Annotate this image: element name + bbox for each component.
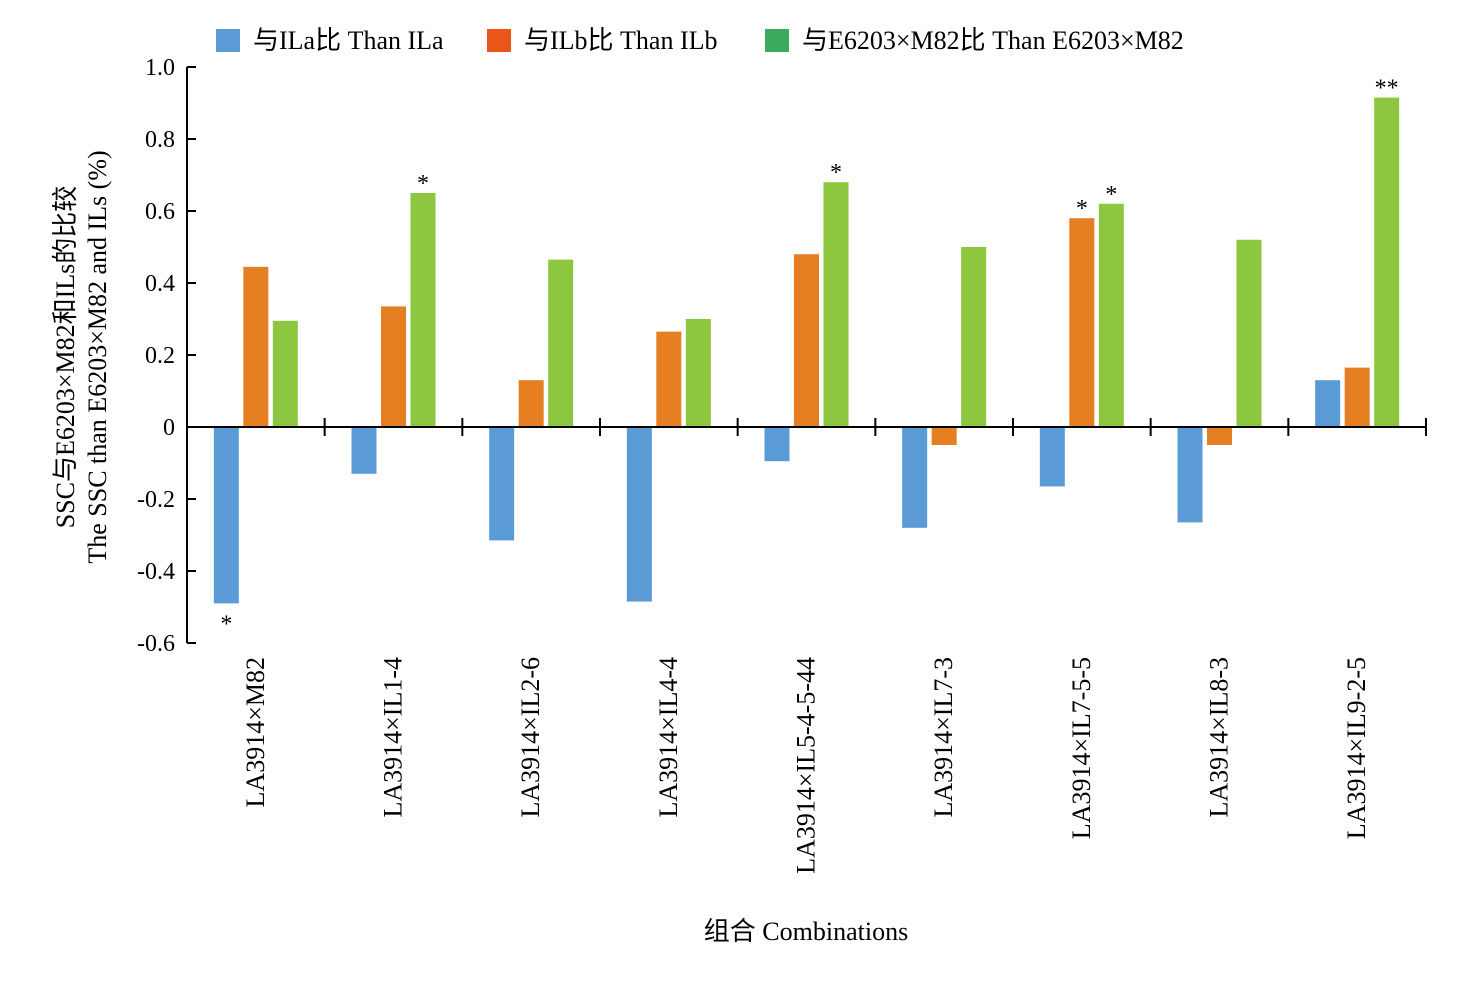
bar-series3 — [961, 247, 987, 427]
legend-label: 与ILb比 Than ILb — [524, 26, 718, 55]
y-axis-title-line1: SSC与E6203×M82和ILs的比较 — [51, 186, 80, 529]
category-label: LA3914×IL5-4-5-44 — [792, 657, 821, 874]
y-tick-label: -0.6 — [137, 631, 175, 657]
category-label: LA3914×IL4-4 — [654, 657, 683, 818]
bar-series2 — [794, 254, 819, 427]
bar-series2 — [243, 266, 269, 427]
x-axis-title: 组合 Combinations — [704, 917, 908, 946]
bar-series1 — [213, 427, 239, 604]
y-tick-label: 0.8 — [145, 127, 175, 153]
bar-series3 — [548, 259, 574, 427]
y-tick-label: 0.6 — [145, 199, 175, 225]
bar-series2 — [1069, 218, 1095, 427]
bar-series2 — [1344, 367, 1370, 427]
significance-marks: ** ***** — [220, 76, 1398, 638]
legend: 与ILa比 Than ILa 与ILb比 Than ILb 与E6203×M82比 … — [216, 26, 1184, 55]
bar-series3 — [272, 320, 298, 427]
bar-series1 — [626, 427, 652, 602]
category-label: LA3914×IL7-5-5 — [1067, 657, 1096, 839]
significance-label: * — [417, 171, 429, 197]
bar-series1 — [1039, 427, 1065, 487]
bar-series3 — [685, 319, 711, 427]
bar-series3 — [1098, 203, 1124, 427]
bar-series2 — [931, 427, 957, 445]
significance-label: * — [830, 160, 842, 186]
bar-series3 — [1374, 97, 1400, 427]
bar-series1 — [1315, 380, 1341, 427]
bar-series1 — [489, 427, 515, 541]
bar-series1 — [1177, 427, 1203, 523]
bar-series1 — [351, 427, 377, 474]
bars — [213, 97, 1400, 604]
legend-label: 与E6203×M82比 Than E6203×M82 — [802, 26, 1184, 55]
bar-series1 — [902, 427, 928, 528]
y-tick-label: 0.4 — [145, 271, 175, 297]
y-tick-label: 1.0 — [145, 55, 175, 81]
bar-series3 — [823, 182, 849, 427]
category-label: LA3914×IL8-3 — [1205, 657, 1234, 818]
y-axis-title-line2: The SSC than E6203×M82 and ILs (%) — [83, 150, 112, 563]
legend-swatch — [216, 29, 240, 52]
x-axis: LA3914×M82 LA3914×IL1-4 LA3914×IL2-6 LA3914… — [187, 418, 1427, 874]
y-tick-label: -0.4 — [137, 559, 175, 585]
y-tick-label: 0.2 — [145, 343, 175, 369]
category-label: LA3914×M82 — [241, 657, 270, 807]
significance-label: * — [1105, 182, 1117, 208]
category-label: LA3914×IL9-2-5 — [1342, 657, 1371, 839]
significance-label: * — [220, 611, 232, 637]
bar-series2 — [381, 306, 406, 427]
y-tick-label: -0.2 — [137, 487, 175, 513]
bar-series2 — [656, 331, 682, 427]
bar-series2 — [1207, 427, 1232, 445]
significance-label: * — [1076, 196, 1088, 222]
bar-series2 — [518, 380, 544, 427]
bar-series1 — [764, 427, 790, 462]
bar-series3 — [410, 193, 436, 427]
legend-label: 与ILa比 Than ILa — [253, 26, 444, 55]
legend-swatch — [765, 29, 789, 52]
category-label: LA3914×IL1-4 — [379, 657, 408, 818]
category-label: LA3914×IL7-3 — [929, 657, 958, 818]
y-tick-label: 0 — [163, 415, 175, 441]
significance-label: ** — [1375, 76, 1399, 102]
legend-swatch — [487, 29, 511, 52]
category-label: LA3914×IL2-6 — [516, 657, 545, 818]
bar-series3 — [1236, 239, 1262, 427]
y-axis: 1.0 0.8 0.6 0.4 0.2 0 -0.2 -0.4 -0.6 — [137, 55, 196, 657]
